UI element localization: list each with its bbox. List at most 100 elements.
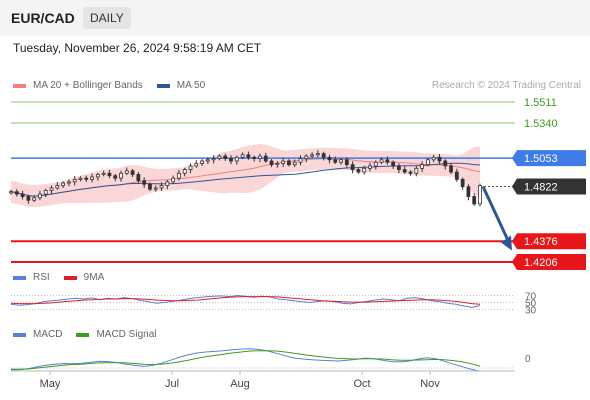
time-tick-label-may: May — [40, 378, 61, 390]
candle-body — [425, 159, 430, 166]
timeframe-badge[interactable]: DAILY — [83, 7, 131, 29]
candle — [182, 167, 187, 177]
candle-body — [304, 155, 309, 159]
candle-body — [55, 185, 60, 189]
time-tick-label-nov: Nov — [420, 378, 440, 390]
candle-body — [194, 163, 199, 167]
candle-body — [188, 165, 193, 170]
legend-label-rsi: RSI — [33, 272, 50, 283]
time-tick-label-aug: Aug — [230, 378, 250, 390]
candle — [67, 179, 71, 187]
candle-body — [148, 183, 152, 190]
legend-swatch-rsi — [13, 275, 26, 280]
candle-body — [113, 175, 118, 179]
candle — [287, 159, 291, 167]
candle — [188, 163, 193, 174]
candle — [339, 157, 343, 165]
candle — [281, 157, 286, 168]
legend-label-ma20: MA 20 + Bollinger Bands — [33, 80, 143, 91]
rsi-level-label-50: 50 — [525, 299, 537, 310]
forecast-arrow-shaft — [481, 185, 511, 244]
legend-item-macd-signal: MACD Signal — [76, 329, 156, 340]
candle-body — [67, 181, 71, 184]
candle-body — [136, 174, 141, 182]
candle-body — [223, 155, 228, 159]
candle-body — [217, 155, 222, 159]
candle-body — [449, 165, 453, 173]
candle — [449, 163, 453, 174]
candle-body — [292, 161, 297, 166]
candle — [38, 190, 42, 201]
last-price-tag — [512, 178, 586, 195]
candle-body — [315, 153, 320, 156]
candle-body — [84, 177, 89, 180]
support-label-5: 1.4206 — [524, 257, 558, 269]
legend-label-macd-signal: MACD Signal — [96, 329, 157, 340]
candle — [397, 163, 401, 174]
candle — [379, 157, 384, 165]
candle-body — [391, 161, 396, 167]
candle — [252, 155, 257, 162]
legend-label-9ma: 9MA — [83, 272, 105, 283]
legend-swatch-ma20 — [13, 83, 26, 88]
candle — [269, 159, 274, 168]
legend-swatch-macd-signal — [76, 332, 90, 337]
candle — [142, 177, 147, 188]
pivot-label: 1.5053 — [524, 153, 558, 165]
legend-item-macd: MACD — [13, 329, 62, 340]
candle-body — [200, 160, 204, 164]
candle-body — [205, 159, 210, 162]
legend-swatch-macd — [13, 332, 26, 337]
candle — [84, 175, 89, 182]
candle — [402, 166, 407, 174]
candle — [200, 159, 204, 166]
candle — [148, 182, 152, 192]
candle — [32, 195, 37, 203]
support-tag-4 — [512, 233, 586, 250]
candle-body — [327, 156, 332, 161]
macd-series-macd — [10, 348, 481, 372]
candle-body — [32, 197, 37, 201]
candle — [414, 165, 419, 177]
candle — [437, 154, 442, 165]
candle — [315, 150, 320, 158]
candle — [130, 168, 135, 177]
candle-body — [269, 160, 274, 166]
candle-body — [379, 159, 384, 163]
candle — [333, 156, 338, 165]
candle-body — [414, 167, 419, 174]
candle — [26, 194, 31, 204]
candle-body — [397, 165, 401, 170]
legend-item-ma20-bb: MA 20 + Bollinger Bands — [13, 80, 143, 91]
candle — [350, 161, 355, 174]
candle-body — [321, 153, 326, 158]
candle-body — [460, 178, 465, 188]
candle — [61, 181, 66, 188]
candle-body — [408, 171, 413, 174]
target-label-1: 1.5340 — [524, 118, 558, 130]
candle-body — [466, 186, 471, 197]
rsi-level-label-30: 30 — [525, 306, 537, 317]
candle — [159, 182, 164, 192]
candle — [217, 154, 222, 161]
candle — [49, 185, 54, 195]
candle-body — [437, 156, 442, 162]
candle-body — [298, 158, 303, 163]
candle — [119, 170, 123, 182]
candle-body — [14, 191, 19, 195]
candle-body — [240, 154, 245, 158]
candle — [171, 175, 176, 184]
candle-body — [368, 165, 372, 169]
candle-body — [263, 155, 268, 162]
candle-body — [356, 169, 361, 173]
legend-swatch-ma50 — [156, 83, 170, 88]
candle — [431, 154, 436, 163]
time-tick-label-oct: Oct — [353, 378, 370, 390]
candle-body — [281, 160, 286, 164]
candle-body — [61, 182, 66, 186]
candle — [43, 188, 48, 198]
candle — [101, 170, 106, 177]
forecast-arrow-head — [501, 235, 512, 251]
candle — [478, 183, 482, 207]
